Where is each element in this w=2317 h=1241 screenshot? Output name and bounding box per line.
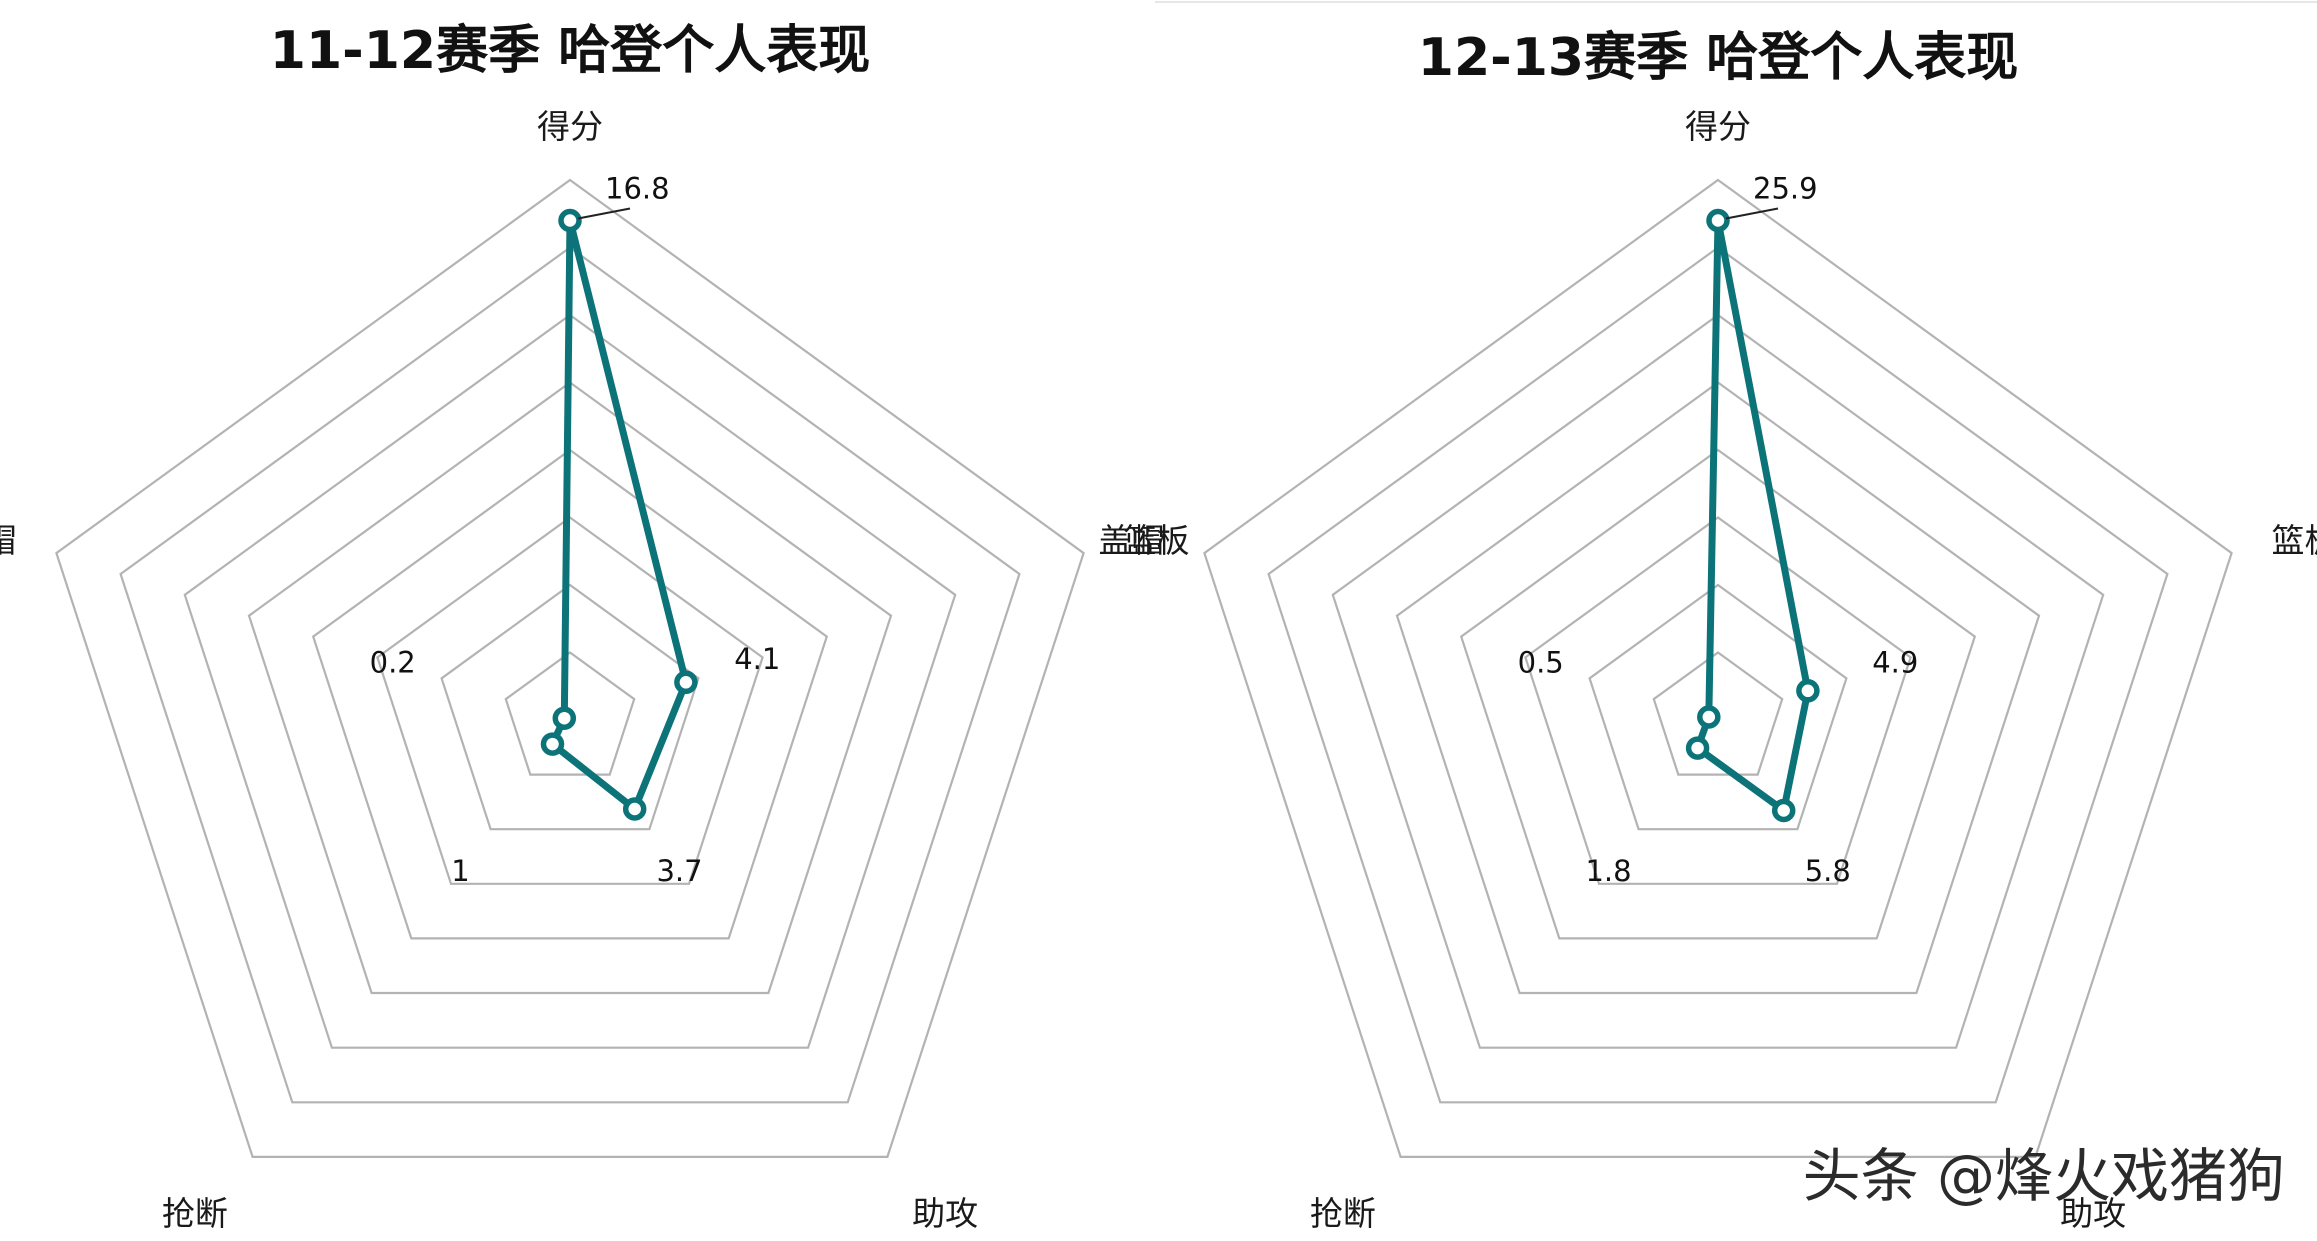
data-point-4	[552, 706, 577, 730]
axis-label-3: 抢断	[162, 1194, 228, 1233]
series-line	[549, 217, 690, 813]
axis-label-4: 盖帽	[1099, 521, 1165, 560]
data-point-0	[558, 208, 582, 233]
grid-ring	[247, 381, 893, 995]
axis-label-0: 得分	[1685, 107, 1751, 146]
grid-ring	[1524, 516, 1912, 885]
grid-ring	[1459, 448, 1977, 940]
axis-label-1: 篮板	[1124, 521, 1190, 560]
axis-label-0: 得分	[537, 107, 603, 146]
data-point-2	[1771, 798, 1796, 823]
grid-ring	[1267, 246, 2169, 1104]
grid-ring	[119, 246, 1021, 1104]
data-label-3: 1.8	[1585, 854, 1631, 888]
data-label-0: 25.9	[1753, 172, 1818, 206]
data-point-3	[540, 732, 565, 756]
grid-ring	[440, 583, 700, 831]
data-label-1: 4.9	[1872, 645, 1918, 679]
grid-ring	[376, 516, 764, 885]
axis-label-4: 盖帽	[0, 521, 17, 560]
grid-ring	[1652, 651, 1784, 776]
data-label-2: 5.8	[1805, 854, 1851, 888]
data-label-4: 0.2	[370, 645, 416, 679]
data-point-1	[1796, 679, 1820, 703]
data-label-0: 16.8	[605, 172, 670, 206]
axis-label-2: 助攻	[2060, 1194, 2126, 1233]
data-label-2: 3.7	[656, 854, 702, 888]
grid-ring	[1331, 313, 2105, 1049]
axis-label-2: 助攻	[912, 1194, 978, 1233]
data-point-1	[674, 670, 698, 695]
data-point-3	[1685, 736, 1710, 760]
chart-title: 12-13赛季 哈登个人表现	[1418, 28, 2018, 88]
label-leader-line	[1725, 207, 1779, 220]
grid-ring	[1203, 178, 2233, 1159]
grid-ring	[1588, 583, 1848, 831]
grid-ring	[311, 448, 829, 940]
series-line	[1694, 217, 1812, 814]
data-point-4	[1697, 705, 1721, 729]
axis-label-1: 篮板	[2272, 521, 2317, 560]
label-leader-line	[577, 207, 631, 220]
chart-title: 11-12赛季 哈登个人表现	[270, 21, 870, 81]
watermark-text: 头条 @烽火戏猪狗	[1803, 1142, 2285, 1210]
axis-label-3: 抢断	[1310, 1194, 1376, 1233]
data-label-1: 4.1	[734, 642, 780, 676]
grid-ring	[504, 651, 636, 776]
data-label-3: 1	[451, 854, 469, 888]
data-point-2	[622, 797, 647, 821]
data-label-4: 0.5	[1518, 645, 1564, 679]
grid-ring	[183, 313, 957, 1049]
grid-ring	[55, 178, 1085, 1159]
data-point-0	[1706, 208, 1730, 233]
grid-ring	[1395, 381, 2041, 995]
